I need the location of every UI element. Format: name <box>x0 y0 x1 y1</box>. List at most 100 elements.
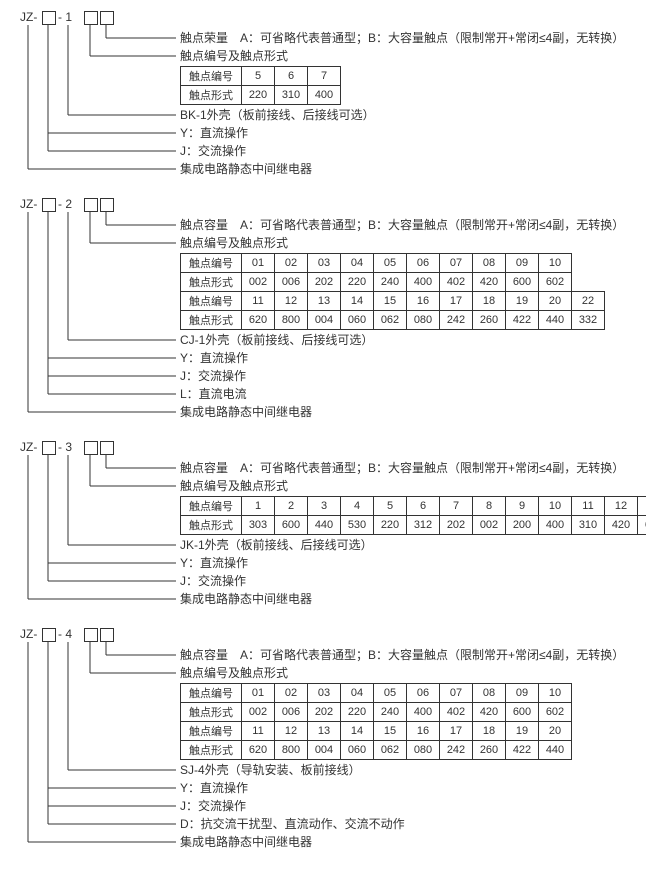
spec-section: JZ-- 4 触点容量 A：可省略代表普通型；B：大容量触点（限制常开+常闭≤4副… <box>10 627 636 850</box>
cell: 400 <box>407 703 440 722</box>
cell: 422 <box>506 311 539 330</box>
contact-table: 触点编号567触点形式220310400 <box>180 66 341 105</box>
contact-table: 触点编号01020304050607080910触点形式002006202220… <box>180 253 605 330</box>
operation-line: J：交流操作 <box>180 143 636 159</box>
cell: 05 <box>374 684 407 703</box>
placeholder-box <box>100 11 114 25</box>
code-box-3 <box>100 440 114 455</box>
cell: 240 <box>374 273 407 292</box>
cell: 402 <box>440 703 473 722</box>
row-header: 触点形式 <box>181 703 242 722</box>
cell: 420 <box>605 516 638 535</box>
cell: 02 <box>275 254 308 273</box>
code-box-2 <box>84 10 98 25</box>
table-row: 触点编号1112131415161718192022 <box>181 292 605 311</box>
cell: 17 <box>440 722 473 741</box>
model-code-row: JZ-- 4 <box>10 627 636 645</box>
cell: 310 <box>275 86 308 105</box>
cell: 060 <box>341 311 374 330</box>
table-label: 触点编号及触点形式 <box>180 665 636 681</box>
cell: 006 <box>275 703 308 722</box>
code-prefix: JZ- <box>20 10 37 24</box>
spec-section: JZ-- 2 触点容量 A：可省略代表普通型；B：大容量触点（限制常开+常闭≤4副… <box>10 197 636 420</box>
placeholder-box <box>100 628 114 642</box>
cell: 420 <box>473 273 506 292</box>
cell: 08 <box>473 684 506 703</box>
table-row: 触点编号567 <box>181 67 341 86</box>
code-mid: - 3 <box>58 440 72 454</box>
cell: 19 <box>506 722 539 741</box>
cell: 17 <box>440 292 473 311</box>
code-box-1 <box>42 440 56 455</box>
cell: 4 <box>341 497 374 516</box>
row-header: 触点编号 <box>181 67 242 86</box>
base-line: 集成电路静态中间继电器 <box>180 834 636 850</box>
cell: 18 <box>473 722 506 741</box>
cell: 800 <box>275 741 308 760</box>
cell: 400 <box>539 516 572 535</box>
capacity-line: 触点容量 A：可省略代表普通型；B：大容量触点（限制常开+常闭≤4副，无转换） <box>180 217 636 233</box>
cell: 062 <box>374 311 407 330</box>
spec-section: JZ-- 1触点荣量 A：可省略代表普通型；B：大容量触点（限制常开+常闭≤4副… <box>10 10 636 177</box>
cell: 530 <box>341 516 374 535</box>
description-block: 触点荣量 A：可省略代表普通型；B：大容量触点（限制常开+常闭≤4副，无转换）触… <box>180 30 636 177</box>
cell: 15 <box>374 722 407 741</box>
base-line: 集成电路静态中间继电器 <box>180 161 636 177</box>
cell: 02 <box>275 684 308 703</box>
cell: 440 <box>539 741 572 760</box>
code-prefix: JZ- <box>20 197 37 211</box>
cell: 11 <box>572 497 605 516</box>
row-header: 触点形式 <box>181 516 242 535</box>
base-line: 集成电路静态中间继电器 <box>180 404 636 420</box>
cell: 13 <box>308 722 341 741</box>
operation-line: J：交流操作 <box>180 798 636 814</box>
cell: 19 <box>506 292 539 311</box>
shell-line: SJ-4外壳（导轨安装、板前接线） <box>180 762 636 778</box>
cell: 20 <box>539 292 572 311</box>
code-box-2 <box>84 627 98 642</box>
cell: 16 <box>407 292 440 311</box>
description-block: 触点容量 A：可省略代表普通型；B：大容量触点（限制常开+常闭≤4副，无转换）触… <box>180 647 636 850</box>
operation-line: L：直流电流 <box>180 386 636 402</box>
cell: 202 <box>308 273 341 292</box>
cell: 312 <box>407 516 440 535</box>
spec-section: JZ-- 3触点容量 A：可省略代表普通型；B：大容量触点（限制常开+常闭≤4副… <box>10 440 636 607</box>
placeholder-box <box>42 628 56 642</box>
operation-line: J：交流操作 <box>180 573 636 589</box>
cell: 12 <box>275 722 308 741</box>
cell: 18 <box>473 292 506 311</box>
shell-line: CJ-1外壳（板前接线、后接线可选） <box>180 332 636 348</box>
cell: 220 <box>374 516 407 535</box>
cell: 220 <box>242 86 275 105</box>
shell-line: BK-1外壳（板前接线、后接线可选） <box>180 107 636 123</box>
cell: 04 <box>341 254 374 273</box>
model-code-row: JZ-- 2 <box>10 197 636 215</box>
cell: 080 <box>407 741 440 760</box>
cell: 07 <box>440 684 473 703</box>
cell: 800 <box>275 311 308 330</box>
cell: 220 <box>341 273 374 292</box>
cell: 004 <box>308 741 341 760</box>
cell: 10 <box>539 254 572 273</box>
cell: 422 <box>506 741 539 760</box>
cell: 06 <box>407 254 440 273</box>
cell: 600 <box>506 703 539 722</box>
row-header: 触点形式 <box>181 86 242 105</box>
cell: 13 <box>308 292 341 311</box>
operation-line: Y：直流操作 <box>180 125 636 141</box>
row-header: 触点形式 <box>181 311 242 330</box>
cell: 620 <box>242 741 275 760</box>
cell: 6 <box>275 67 308 86</box>
cell: 03 <box>308 254 341 273</box>
cell: 202 <box>308 703 341 722</box>
cell: 10 <box>539 497 572 516</box>
table-row: 触点形式303600440530220312202002200400310420… <box>181 516 646 535</box>
cell: 220 <box>341 703 374 722</box>
shell-line: JK-1外壳（板前接线、后接线可选） <box>180 537 636 553</box>
row-header: 触点编号 <box>181 254 242 273</box>
cell: 16 <box>407 722 440 741</box>
table-row: 触点形式002006202220240400402420600602 <box>181 273 605 292</box>
table-row: 触点编号01020304050607080910 <box>181 254 605 273</box>
cell: 080 <box>407 311 440 330</box>
table-row: 触点编号01020304050607080910 <box>181 684 572 703</box>
